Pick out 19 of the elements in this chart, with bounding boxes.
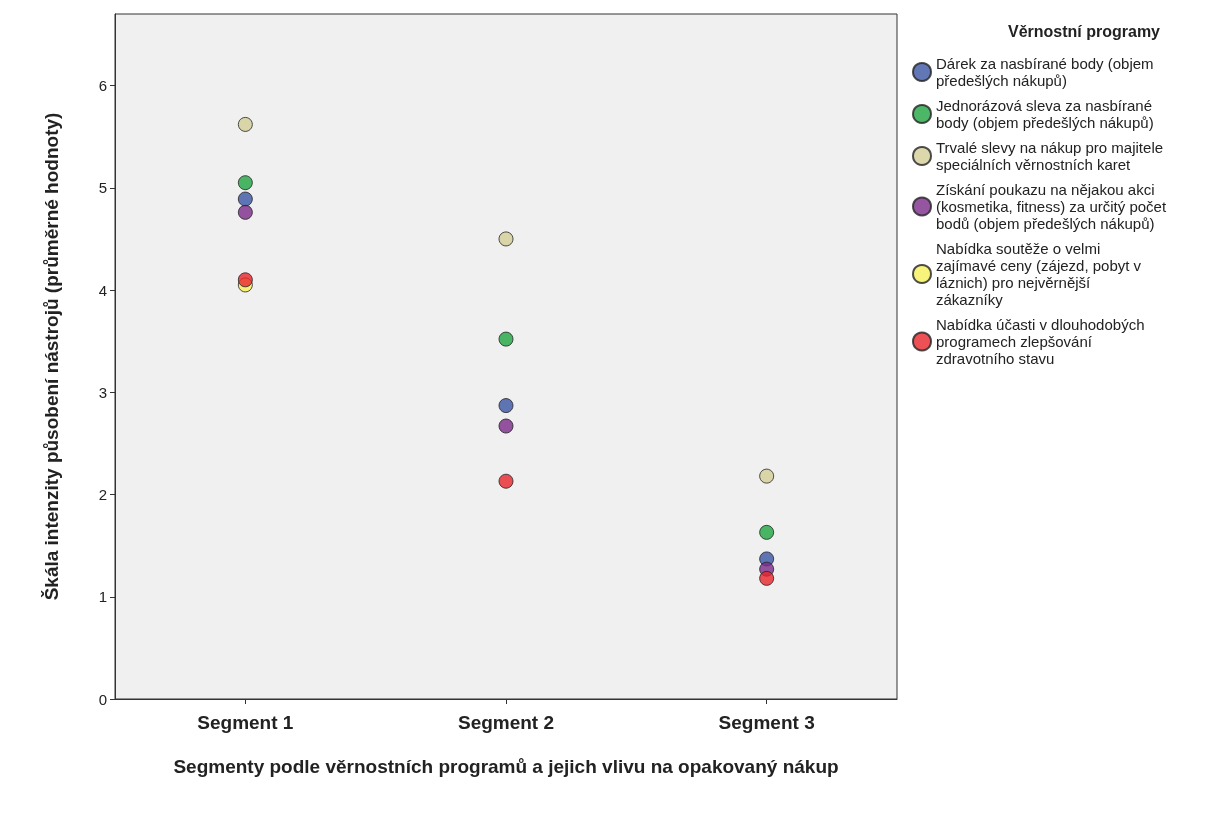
x-tick-label: Segment 2 [457, 712, 555, 733]
x-tick-label: Segment 1 [197, 712, 294, 733]
legend-title: Věrnostní programy [1007, 22, 1161, 40]
x-axis-title: Segmenty podle věrnostních programů a jejich vlivu na opakovaný nákup [173, 755, 839, 777]
y-tick-label: 2 [98, 486, 107, 504]
y-tick-label: 3 [98, 383, 107, 401]
y-tick-label: 6 [98, 77, 107, 95]
y-tick-label: 1 [98, 588, 107, 606]
y-tick-label: 4 [98, 281, 107, 299]
y-axis-title: Škála intenzity působení nástrojů (průměrné hodnoty) [40, 112, 62, 601]
x-tick-label: Segment 3 [718, 712, 815, 733]
y-tick-label: 0 [98, 690, 107, 708]
legend-label: Nabídka účasti v dlouhodobých programech zlepšování zdravotního stavu [936, 316, 1149, 367]
legend-label: Nabídka soutěže o velmi zajímavé ceny (zájezd, pobyt v láznich) pro nejvěrnější zákazníky [936, 240, 1146, 308]
legend-label: Jednorázová sleva za nasbírané body (objem předešlých nákupů) [936, 97, 1157, 131]
y-tick-label: 5 [98, 179, 107, 197]
legend-label: Dárek za nasbírané body (objem předešlých nákupů) [936, 55, 1158, 89]
legend-label: Získání poukazu na nějakou akci (kosmetika, fitness) za určitý počet bodů (objem předešlých nákupů) [936, 181, 1171, 232]
legend-label: Trvalé slevy na nákup pro majitele speciálních věrnostních karet [936, 139, 1168, 173]
